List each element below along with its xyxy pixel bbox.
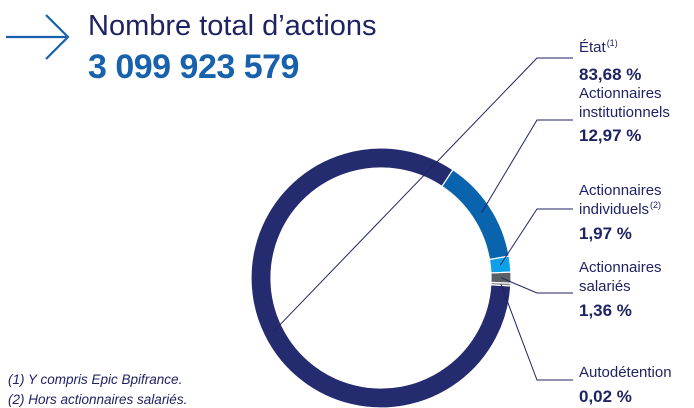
total-shares: 3 099 923 579 <box>88 48 299 86</box>
footnote-2: (2) Hors actionnaires salariés. <box>8 392 187 407</box>
slice-label-value-1: 12,97 % <box>579 126 641 145</box>
leader-lines <box>273 57 573 381</box>
slice-label-value-4: 0,02 % <box>579 387 632 406</box>
leader-line-3 <box>500 277 573 294</box>
slice-label-name-1: institutionnels <box>579 104 670 121</box>
leader-line-4 <box>500 283 573 381</box>
slice-label-name-3: Actionnaires <box>579 259 662 276</box>
slice-label-name-3: salariés <box>579 278 631 295</box>
leader-line-0 <box>273 57 573 332</box>
leader-line-1 <box>481 119 573 213</box>
slice-label-value-2: 1,97 % <box>579 224 632 243</box>
donut-slice-3 <box>490 271 512 284</box>
slice-label-name-2: Actionnaires <box>579 182 662 199</box>
leader-line-2 <box>499 208 573 266</box>
slice-label-value-3: 1,36 % <box>579 301 632 320</box>
slice-labels: État(1)83,68 %Actionnairesinstitutionnel… <box>579 38 672 406</box>
slice-label-name-0: État(1) <box>579 38 618 56</box>
arrow-right-icon <box>6 14 70 60</box>
header-title: Nombre total d’actions <box>88 10 377 42</box>
donut-chart <box>250 147 512 408</box>
slice-label-name-1: Actionnaires <box>579 85 662 102</box>
donut-slice-0 <box>250 147 512 408</box>
footnote-1: (1) Y compris Epic Bpifrance. <box>8 372 182 387</box>
slice-label-name-2: individuels(2) <box>579 200 661 218</box>
slice-label-name-4: Autodétention <box>579 364 672 381</box>
slice-label-value-0: 83,68 % <box>579 65 641 84</box>
